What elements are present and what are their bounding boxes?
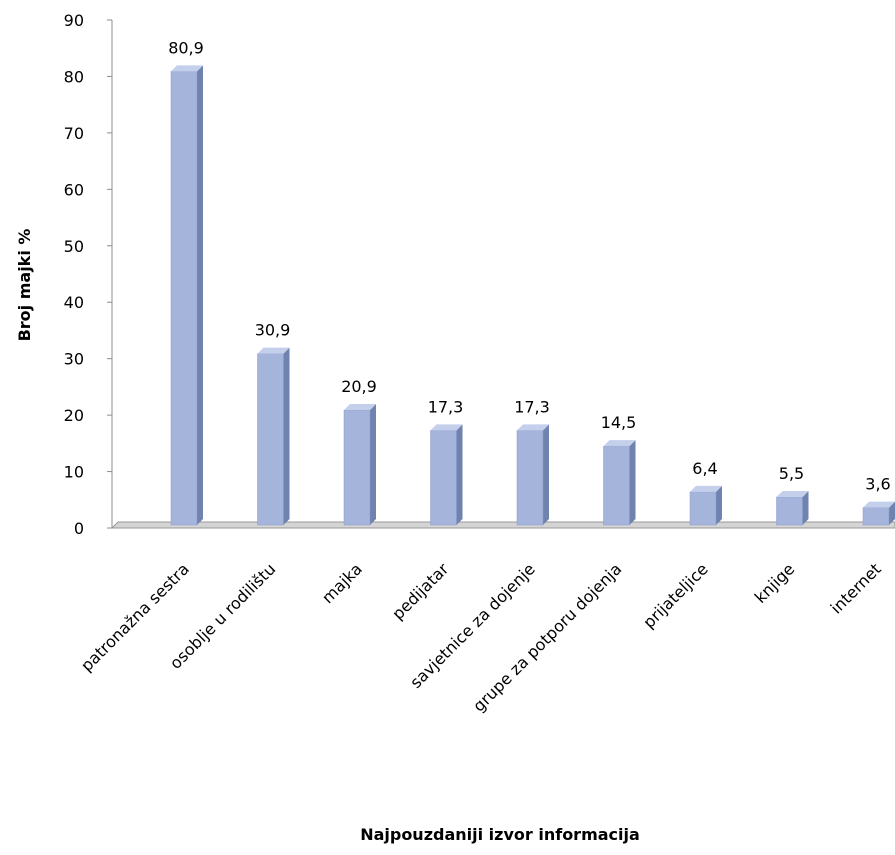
bar-front	[862, 507, 890, 526]
y-tick-label: 0	[74, 519, 84, 538]
bar-side	[802, 490, 809, 525]
category-label: pedijatar	[388, 559, 452, 623]
category-label: knjige	[751, 559, 799, 607]
data-label: 14,5	[601, 413, 637, 432]
data-label: 30,9	[255, 321, 291, 340]
category-label: internet	[827, 559, 885, 617]
y-tick-label: 90	[64, 11, 84, 30]
bar-top	[171, 65, 203, 72]
bar-top	[517, 424, 549, 431]
bar	[689, 485, 722, 526]
bar	[343, 404, 376, 526]
y-axis-title: Broj majki %	[15, 229, 34, 342]
bar-side	[543, 424, 549, 525]
bar-front	[776, 496, 803, 526]
bar	[516, 424, 549, 526]
bar-front	[430, 430, 457, 526]
y-tick-label: 80	[64, 67, 84, 86]
data-label: 80,9	[168, 38, 204, 57]
bar-front	[257, 353, 284, 526]
bar-side	[197, 65, 203, 525]
y-tick-label: 30	[64, 350, 84, 369]
bar-front	[603, 445, 630, 526]
bar-side	[370, 404, 376, 525]
data-labels: 80,9 30,9 20,9 17,3 17,3 14,5 6,4 5,5 3,6	[168, 38, 891, 493]
bar	[257, 347, 290, 526]
data-label: 3,6	[865, 475, 890, 494]
bar	[430, 424, 463, 526]
data-label: 17,3	[428, 397, 464, 416]
y-tick-label: 60	[64, 180, 84, 199]
category-label: grupe za potporu dojenja	[469, 559, 625, 715]
y-tick-label: 50	[64, 237, 84, 256]
bar-top	[344, 404, 376, 411]
bar-side	[716, 485, 722, 525]
bar	[776, 490, 809, 526]
y-axis: 0 10 20 30 40 50 60 70 80 90	[64, 11, 113, 538]
data-label: 5,5	[779, 464, 804, 483]
bar-top	[603, 440, 636, 447]
bar-top	[257, 347, 290, 354]
y-tick-label: 70	[64, 124, 84, 143]
bar-side	[456, 424, 463, 525]
data-label: 20,9	[341, 377, 377, 396]
bar	[170, 65, 203, 526]
bar-side	[283, 347, 290, 525]
bar-top	[863, 501, 895, 508]
bars	[170, 65, 895, 526]
bar-front	[170, 71, 198, 526]
bar-top	[430, 424, 463, 431]
bar-side	[629, 440, 636, 525]
bar-side	[889, 501, 895, 525]
category-label: prijateljice	[639, 559, 712, 632]
bar-front	[689, 491, 717, 526]
bar-front	[516, 430, 544, 526]
data-label: 6,4	[692, 459, 717, 478]
bar	[862, 501, 895, 526]
bar-front	[343, 409, 371, 526]
bar-top	[776, 490, 809, 497]
category-label: majka	[318, 559, 366, 607]
y-tick-label: 20	[64, 406, 84, 425]
data-label: 17,3	[514, 397, 550, 416]
y-tick-label: 10	[64, 463, 84, 482]
bar	[603, 440, 636, 526]
bar-top	[690, 485, 722, 492]
y-tick-label: 40	[64, 293, 84, 312]
x-axis-title: Najpouzdaniji izvor informacija	[360, 825, 640, 844]
